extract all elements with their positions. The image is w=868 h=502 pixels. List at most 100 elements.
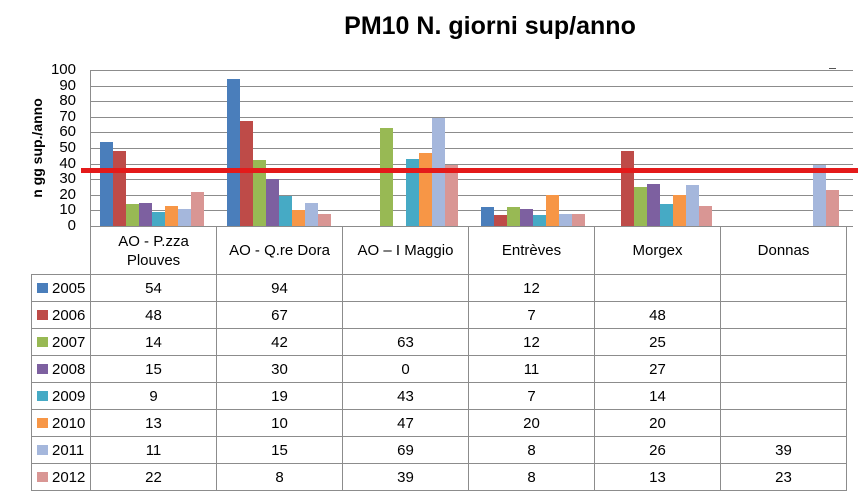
table-cell: 39 <box>342 463 469 491</box>
table-cell: 63 <box>342 328 469 356</box>
table-cell: 39 <box>720 436 847 464</box>
legend-entry: 2009 <box>31 382 91 410</box>
bar-2010 <box>292 210 305 226</box>
table-cell: 20 <box>468 409 595 437</box>
chart-title: PM10 N. giorni sup/anno <box>344 12 636 40</box>
table-cell: 54 <box>90 274 217 302</box>
gridline <box>91 148 853 149</box>
y-tick-label: 70 <box>59 107 76 125</box>
gridline <box>91 85 853 87</box>
table-cell: 15 <box>216 436 343 464</box>
header-dora: AO - Q.re Dora <box>216 226 343 275</box>
bar-2011 <box>305 202 318 226</box>
bar-2009 <box>660 204 673 226</box>
y-tick-label: 100 <box>50 61 76 78</box>
table-cell: 7 <box>468 382 595 410</box>
table-cell: 23 <box>720 463 847 491</box>
legend-entry: 2005 <box>31 274 91 302</box>
bar-2007 <box>634 187 647 226</box>
bar-2011 <box>178 208 191 226</box>
legend-entry: 2006 <box>31 301 91 329</box>
bar-2012 <box>191 191 204 226</box>
y-axis-line <box>90 70 91 227</box>
table-row: 2010 13 10 47 20 20 <box>31 409 847 437</box>
table-cell: 42 <box>216 328 343 356</box>
table-cell: 15 <box>90 355 217 383</box>
legend-swatch-icon <box>37 336 48 347</box>
table-cell: 67 <box>216 301 343 329</box>
header-morgex: Morgex <box>594 226 721 275</box>
bar-2005 <box>227 79 240 226</box>
bar-2009 <box>152 211 165 226</box>
bar-2011 <box>559 213 572 226</box>
table-cell: 13 <box>90 409 217 437</box>
bar-2007 <box>380 127 393 226</box>
table-cell: 69 <box>342 436 469 464</box>
bar-2011 <box>686 185 699 226</box>
table-cell: 94 <box>216 274 343 302</box>
y-tick-label: 50 <box>59 139 76 156</box>
gridline <box>91 70 853 71</box>
dash-mark <box>829 68 836 69</box>
bar-2005 <box>481 207 494 226</box>
table-row: 2011 11 15 69 8 26 39 <box>31 436 847 464</box>
bar-2008 <box>266 179 279 226</box>
legend-swatch-icon <box>37 471 48 482</box>
table-row: 2006 48 67 7 48 <box>31 301 847 329</box>
data-table: AO - P.zza Plouves AO - Q.re Dora AO – I … <box>31 226 847 491</box>
table-cell <box>720 355 847 383</box>
gridline <box>91 194 853 196</box>
legend-entry: 2007 <box>31 328 91 356</box>
header-entreves: Entrèves <box>468 226 595 275</box>
bar-2010 <box>419 152 432 226</box>
table-cell <box>720 274 847 302</box>
legend-swatch-icon <box>37 363 48 374</box>
table-cell: 14 <box>90 328 217 356</box>
table-row: 2005 54 94 12 <box>31 274 847 302</box>
bar-2009 <box>279 196 292 226</box>
legend-entry: 2011 <box>31 436 91 464</box>
y-tick-label: 60 <box>59 123 76 141</box>
bar-2012 <box>699 205 712 226</box>
gridline <box>91 132 853 134</box>
header-donnas: Donnas <box>720 226 847 275</box>
bar-2012 <box>445 165 458 226</box>
y-tick-label: 40 <box>59 154 76 172</box>
gridline <box>91 210 853 212</box>
table-cell <box>594 274 721 302</box>
table-cell: 30 <box>216 355 343 383</box>
bar-2012 <box>826 190 839 226</box>
table-cell: 25 <box>594 328 721 356</box>
bar-2012 <box>318 213 331 226</box>
y-tick-label: 30 <box>59 170 76 188</box>
bar-2009 <box>406 158 419 226</box>
bar-2006 <box>621 151 634 226</box>
table-cell: 10 <box>216 409 343 437</box>
bar-2006 <box>240 121 253 226</box>
table-cell: 8 <box>468 436 595 464</box>
table-cell: 22 <box>90 463 217 491</box>
legend-swatch-icon <box>37 390 48 401</box>
gridline <box>91 101 853 103</box>
gridline <box>91 179 853 181</box>
bar-2010 <box>673 194 686 226</box>
bar-2008 <box>520 208 533 226</box>
table-cell: 43 <box>342 382 469 410</box>
gridline <box>91 116 853 118</box>
bar-2007 <box>507 207 520 226</box>
table-cell: 11 <box>90 436 217 464</box>
bar-2006 <box>494 215 507 226</box>
table-cell: 12 <box>468 274 595 302</box>
bar-2007 <box>126 204 139 226</box>
table-cell: 12 <box>468 328 595 356</box>
y-tick-label: 0 <box>67 217 76 234</box>
header-maggio: AO – I Maggio <box>342 226 469 275</box>
y-tick-label: 90 <box>59 76 76 94</box>
table-cell: 7 <box>468 301 595 329</box>
bar-2005 <box>100 141 113 226</box>
gridline <box>91 163 853 165</box>
legend-swatch-icon <box>37 309 48 320</box>
legend-entry: 2012 <box>31 463 91 491</box>
y-tick-label: 80 <box>59 92 76 110</box>
table-cell: 27 <box>594 355 721 383</box>
